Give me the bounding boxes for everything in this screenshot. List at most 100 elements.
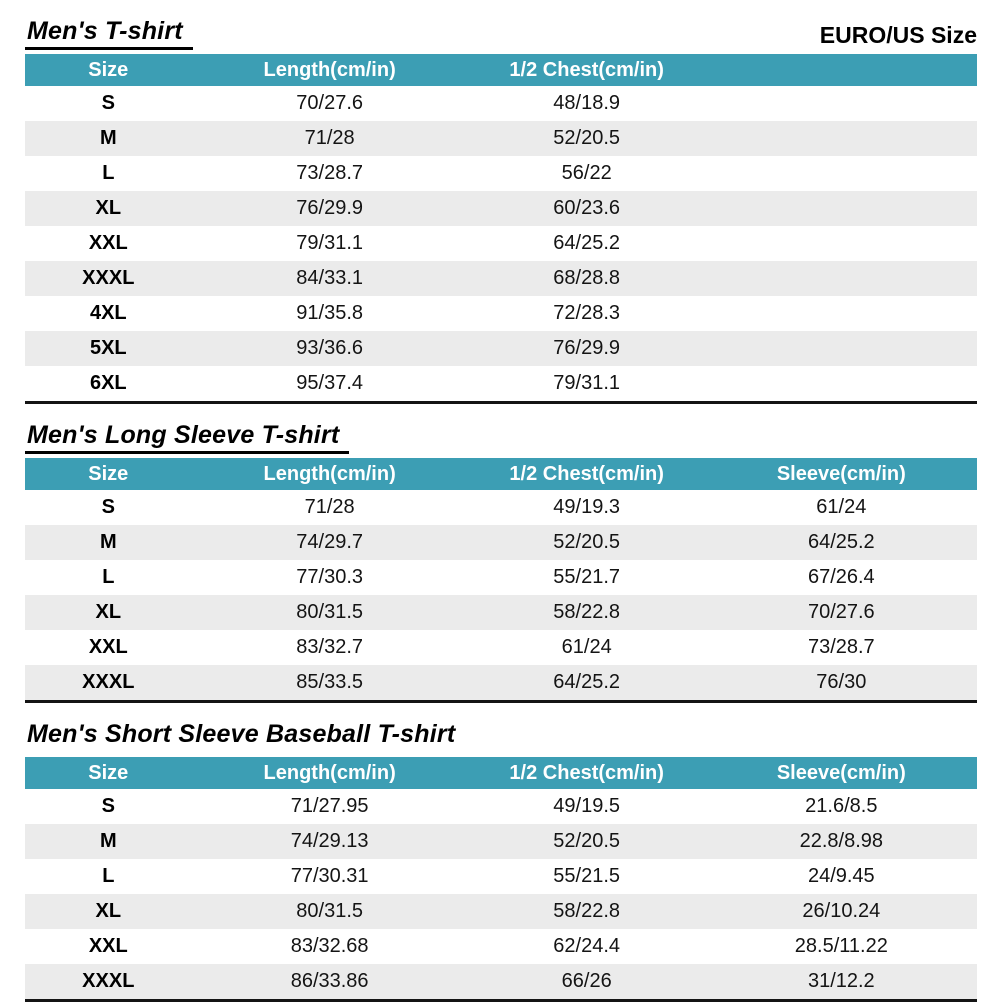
mens-tshirt-size-table: Men's T-shirt EURO/US Size Size Length(c… <box>25 16 977 404</box>
size-cell: XXL <box>88 636 128 658</box>
title-row: Men's Long Sleeve T-shirt <box>25 420 977 454</box>
length-cell: 77/30.3 <box>296 566 363 588</box>
chest-cell: 61/24 <box>561 636 612 658</box>
title-row: Men's T-shirt EURO/US Size <box>25 16 977 50</box>
table-row: XL 76/29.9 60/23.6 <box>25 191 977 226</box>
sleeve-cell: 64/25.2 <box>807 531 875 553</box>
length-cell: 83/32.7 <box>296 636 363 658</box>
length-cell: 70/27.6 <box>296 92 363 114</box>
sleeve-cell: 28.5/11.22 <box>794 935 888 957</box>
sleeve-cell: 76/30 <box>816 671 867 693</box>
table-title-baseball-tshirt: Men's Short Sleeve Baseball T-shirt <box>27 720 456 748</box>
chest-cell: 49/19.5 <box>553 795 621 817</box>
size-cell: L <box>102 162 115 184</box>
chest-cell: 68/28.8 <box>553 267 621 289</box>
euro-us-size-label: EURO/US Size <box>819 22 977 48</box>
sleeve-cell: 26/10.24 <box>802 900 881 922</box>
column-header-size: Size <box>88 761 129 784</box>
length-cell: 79/31.1 <box>296 232 363 254</box>
length-cell: 91/35.8 <box>296 302 363 324</box>
sleeve-cell: 70/27.6 <box>807 601 875 623</box>
size-cell: S <box>101 795 115 817</box>
table-row: XXXL 84/33.1 68/28.8 <box>25 261 977 296</box>
length-cell: 71/28 <box>304 496 355 518</box>
table-row: M 74/29.13 52/20.5 22.8/8.98 <box>25 824 977 859</box>
chest-cell: 64/25.2 <box>553 232 621 254</box>
column-header-size: Size <box>88 58 129 81</box>
chest-cell: 58/22.8 <box>553 601 621 623</box>
chest-cell: 56/22 <box>561 162 612 184</box>
table-row: S 71/28 49/19.3 61/24 <box>25 490 977 525</box>
length-cell: 80/31.5 <box>296 601 363 623</box>
table-row: 4XL 91/35.8 72/28.3 <box>25 296 977 331</box>
table-body: S 71/27.95 49/19.5 21.6/8.5 M 74/29.13 5… <box>25 789 977 1002</box>
length-cell: 74/29.13 <box>290 830 369 852</box>
chest-cell: 76/29.9 <box>553 337 621 359</box>
size-cell: XXXL <box>82 267 135 289</box>
table-row: XXL 79/31.1 64/25.2 <box>25 226 977 261</box>
mens-long-sleeve-size-table: Men's Long Sleeve T-shirt Size Length(cm… <box>25 420 977 703</box>
table-row: S 70/27.6 48/18.9 <box>25 86 977 121</box>
empty-cell <box>706 121 977 156</box>
length-cell: 71/27.95 <box>290 795 369 817</box>
length-cell: 83/32.68 <box>290 935 369 957</box>
empty-cell <box>706 156 977 191</box>
table-row: XL 80/31.5 58/22.8 70/27.6 <box>25 595 977 630</box>
empty-cell <box>706 296 977 331</box>
empty-cell <box>706 331 977 366</box>
chest-cell: 64/25.2 <box>553 671 621 693</box>
chest-cell: 49/19.3 <box>553 496 621 518</box>
empty-cell <box>706 261 977 296</box>
column-header-chest: 1/2 Chest(cm/in) <box>509 462 664 485</box>
table-row: 5XL 93/36.6 76/29.9 <box>25 331 977 366</box>
table-row: L 77/30.3 55/21.7 67/26.4 <box>25 560 977 595</box>
column-header-sleeve: Sleeve(cm/in) <box>776 462 906 485</box>
table-header-row: Size Length(cm/in) 1/2 Chest(cm/in) <box>25 54 977 86</box>
table-header-row: Size Length(cm/in) 1/2 Chest(cm/in) Slee… <box>25 458 977 490</box>
chest-cell: 58/22.8 <box>553 900 621 922</box>
column-header-empty <box>706 54 977 86</box>
empty-cell <box>706 191 977 226</box>
length-cell: 71/28 <box>304 127 355 149</box>
column-header-chest: 1/2 Chest(cm/in) <box>509 761 664 784</box>
chest-cell: 52/20.5 <box>553 127 621 149</box>
column-header-length: Length(cm/in) <box>263 58 396 81</box>
size-cell: XL <box>95 601 122 623</box>
table-row: S 71/27.95 49/19.5 21.6/8.5 <box>25 789 977 824</box>
size-cell: XXXL <box>82 970 135 992</box>
chest-cell: 52/20.5 <box>553 531 621 553</box>
sleeve-cell: 67/26.4 <box>807 566 875 588</box>
size-cell: S <box>101 92 115 114</box>
sleeve-cell: 24/9.45 <box>807 865 875 887</box>
size-cell: S <box>101 496 115 518</box>
mens-baseball-tshirt-size-table: Men's Short Sleeve Baseball T-shirt Size… <box>25 719 977 1002</box>
sleeve-cell: 73/28.7 <box>807 636 875 658</box>
chest-cell: 62/24.4 <box>553 935 621 957</box>
chest-cell: 52/20.5 <box>553 830 621 852</box>
empty-cell <box>706 366 977 401</box>
size-cell: M <box>99 127 117 149</box>
size-cell: M <box>99 830 117 852</box>
column-header-length: Length(cm/in) <box>263 462 396 485</box>
chest-cell: 48/18.9 <box>553 92 621 114</box>
chest-cell: 66/26 <box>561 970 612 992</box>
length-cell: 84/33.1 <box>296 267 363 289</box>
chest-cell: 60/23.6 <box>553 197 621 219</box>
length-cell: 76/29.9 <box>296 197 363 219</box>
size-cell: XL <box>95 900 122 922</box>
length-cell: 80/31.5 <box>296 900 363 922</box>
table-header-row: Size Length(cm/in) 1/2 Chest(cm/in) Slee… <box>25 757 977 789</box>
table-row: XXXL 85/33.5 64/25.2 76/30 <box>25 665 977 700</box>
table-title-mens-tshirt: Men's T-shirt <box>25 16 193 50</box>
table-row: XXL 83/32.68 62/24.4 28.5/11.22 <box>25 929 977 964</box>
size-cell: XXL <box>88 935 128 957</box>
column-header-chest: 1/2 Chest(cm/in) <box>509 58 664 81</box>
table-body: S 70/27.6 48/18.9 M 71/28 52/20.5 L 73/2… <box>25 86 977 404</box>
length-cell: 74/29.7 <box>296 531 363 553</box>
length-cell: 95/37.4 <box>296 372 363 394</box>
length-cell: 77/30.31 <box>290 865 369 887</box>
table-row: XL 80/31.5 58/22.8 26/10.24 <box>25 894 977 929</box>
size-cell: XXXL <box>82 671 135 693</box>
chest-cell: 55/21.7 <box>553 566 621 588</box>
table-title-long-sleeve: Men's Long Sleeve T-shirt <box>25 420 350 454</box>
